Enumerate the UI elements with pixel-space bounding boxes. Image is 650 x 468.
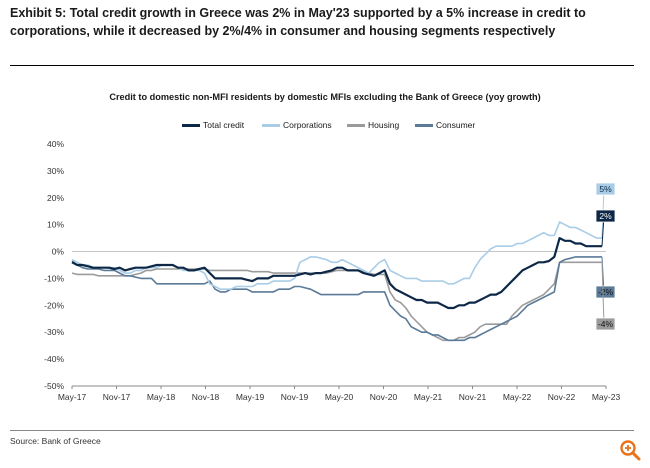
- x-tick-label: Nov-20: [370, 392, 398, 402]
- end-label-box: [595, 209, 616, 223]
- x-tick-label: May-20: [325, 392, 354, 402]
- legend-swatch-consumer: [415, 124, 433, 127]
- y-tick-label: -10%: [44, 273, 64, 283]
- x-tick-label: May-22: [503, 392, 532, 402]
- x-tick-label: Nov-19: [281, 392, 309, 402]
- legend-swatch-housing: [347, 124, 365, 127]
- end-label-leader: [601, 262, 605, 325]
- end-label-box: [595, 285, 616, 299]
- series-line-consumer: [71, 256, 602, 342]
- x-tick-label: May-21: [414, 392, 443, 402]
- end-label-text: -2%: [598, 287, 614, 297]
- x-tick-label: Nov-17: [103, 392, 131, 402]
- end-label-text: -4%: [598, 319, 614, 329]
- x-tick-label: May-23: [592, 392, 621, 402]
- legend-label-corporations: Corporations: [283, 120, 332, 130]
- legend-swatch-total-credit: [182, 124, 200, 127]
- bottom-divider: [10, 430, 634, 431]
- end-label-text: 2%: [599, 211, 612, 221]
- y-tick-label: -40%: [44, 354, 64, 364]
- y-tick-label: 10%: [47, 220, 64, 230]
- x-tick-label: May-19: [236, 392, 265, 402]
- chart-title: Credit to domestic non-MFI residents by …: [109, 92, 541, 102]
- y-tick-label: 40%: [47, 139, 64, 149]
- exhibit-title: Exhibit 5: Total credit growth in Greece…: [10, 6, 586, 38]
- legend-label-total-credit: Total credit: [203, 120, 245, 130]
- y-tick-label: 30%: [47, 166, 64, 176]
- series-line-total-credit: [71, 237, 602, 310]
- legend-swatch-corporations: [262, 124, 280, 127]
- source-note: Source: Bank of Greece: [10, 436, 101, 446]
- y-tick-label: 20%: [47, 193, 64, 203]
- x-tick-label: Nov-18: [192, 392, 220, 402]
- x-tick-label: May-17: [58, 392, 87, 402]
- y-tick-label: 0%: [52, 247, 65, 257]
- top-divider: [10, 65, 634, 66]
- y-tick-label: -30%: [44, 327, 64, 337]
- end-label-text: 5%: [599, 184, 612, 194]
- magnifier-icon[interactable]: [618, 438, 642, 462]
- series-line-housing: [71, 261, 602, 342]
- chart-legend: Total credit Corporations Housing Consum…: [0, 118, 650, 134]
- x-tick-label: Nov-21: [459, 392, 487, 402]
- end-label-box: [595, 182, 616, 196]
- x-tick-label: Nov-22: [548, 392, 576, 402]
- y-tick-label: -20%: [44, 300, 64, 310]
- y-tick-label: -50%: [44, 381, 64, 391]
- x-tick-label: May-18: [147, 392, 176, 402]
- legend-label-housing: Housing: [368, 120, 400, 130]
- end-label-box: [595, 317, 616, 331]
- legend-label-consumer: Consumer: [436, 120, 476, 130]
